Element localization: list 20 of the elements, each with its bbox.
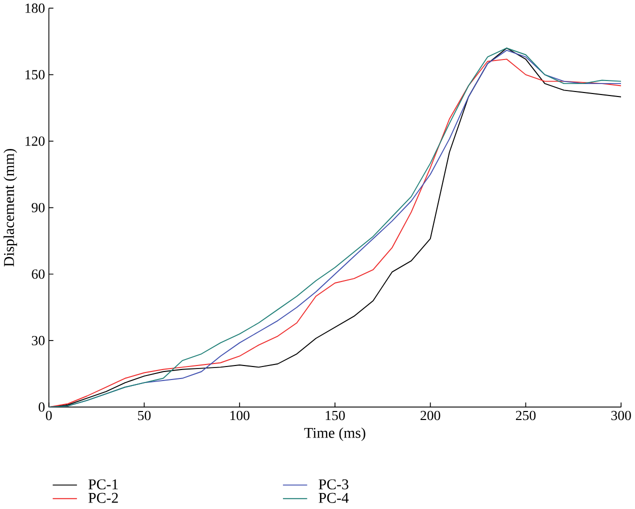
y-tick-label: 60 — [32, 270, 45, 279]
x-tick-label: 100 — [230, 411, 250, 420]
y-axis-title: Displacement (mm) — [4, 149, 18, 267]
y-tick-label: 30 — [32, 336, 45, 346]
x-tick-label: 300 — [611, 411, 631, 420]
legend-label: PC-4 — [318, 493, 349, 504]
x-tick-label: 0 — [46, 411, 52, 420]
x-tick-label: 50 — [138, 411, 151, 420]
x-tick-label: 250 — [516, 411, 536, 420]
x-axis-title: Time (ms) — [304, 428, 366, 442]
x-tick-label: 150 — [326, 411, 345, 420]
legend-label: PC-3 — [318, 480, 348, 490]
x-tick-label: 200 — [420, 411, 440, 420]
y-tick-label: 180 — [26, 4, 45, 14]
legend-label: PC-1 — [88, 480, 118, 490]
y-tick-label: 90 — [32, 203, 45, 212]
legend-label: PC-2 — [88, 493, 118, 504]
y-tick-label: 150 — [26, 70, 45, 80]
y-tick-label: 0 — [38, 402, 45, 412]
y-tick-label: 120 — [26, 136, 45, 146]
